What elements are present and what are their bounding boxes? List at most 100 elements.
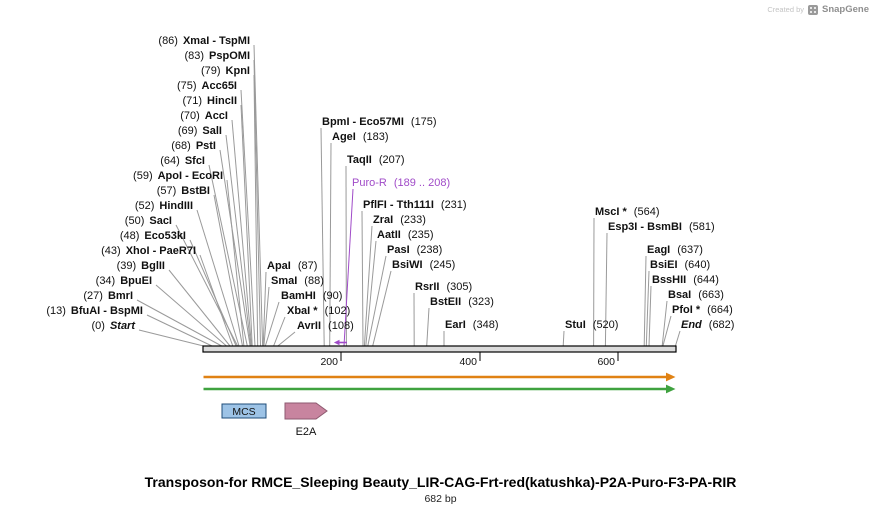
enzyme-label-taqii[interactable]: TaqII (207) xyxy=(347,154,405,166)
enzyme-label-aatii[interactable]: AatII (235) xyxy=(377,229,434,241)
mcs-feature-box[interactable] xyxy=(221,403,267,419)
enzyme-label-pfoi[interactable]: PfoI * (664) xyxy=(672,304,733,316)
enzyme-label-msci[interactable]: MscI * (564) xyxy=(595,206,659,218)
enzyme-pos: (207) xyxy=(378,154,405,166)
enzyme-pos: (64) xyxy=(160,155,180,167)
enzyme-pos: (102) xyxy=(324,305,351,317)
enzyme-label-kpni[interactable]: (79) KpnI xyxy=(201,65,250,77)
enzyme-pos: (238) xyxy=(416,244,443,256)
enzyme-pos: (581) xyxy=(688,221,715,233)
puro-r-primer-label[interactable]: Puro-R (189 .. 208) xyxy=(352,177,450,189)
enzyme-label-saci[interactable]: (50) SacI xyxy=(125,215,172,227)
enzyme-pos: (644) xyxy=(693,274,719,286)
enzyme-pos: (235) xyxy=(407,229,434,241)
enzyme-label-hindiii[interactable]: (52) HindIII xyxy=(135,200,193,212)
enzyme-label-hincii[interactable]: (71) HincII xyxy=(182,95,237,107)
enzyme-pos: (39) xyxy=(116,260,137,272)
enzyme-label-bamhi[interactable]: BamHI (90) xyxy=(281,290,342,302)
end-name: End xyxy=(681,319,702,331)
enzyme-name: XbaI * xyxy=(287,305,318,317)
scale-label-200: 200 xyxy=(320,356,338,368)
end-pos: (682) xyxy=(708,319,735,331)
enzyme-name: BpuEI xyxy=(120,275,152,287)
enzyme-label-apai[interactable]: ApaI (87) xyxy=(267,260,317,272)
enzyme-name: PflFI - Tth111I xyxy=(363,199,434,211)
enzyme-pos: (233) xyxy=(400,214,426,226)
enzyme-label-xbai[interactable]: XbaI * (102) xyxy=(287,305,350,317)
enzyme-name: TaqII xyxy=(347,154,372,166)
enzyme-name: ApaI xyxy=(267,260,291,272)
enzyme-label-pflfi-tth111i[interactable]: PflFI - Tth111I (231) xyxy=(363,199,467,211)
enzyme-label-bstbi[interactable]: (57) BstBI xyxy=(157,185,210,197)
mcs-label[interactable]: MCS xyxy=(232,406,256,418)
enzyme-label-esp3i-bsmbi[interactable]: Esp3I - BsmBI (581) xyxy=(608,221,715,233)
end-label[interactable]: End (682) xyxy=(681,319,734,331)
enzyme-name: StuI xyxy=(565,319,586,331)
enzyme-pos: (90) xyxy=(322,290,343,302)
enzyme-pos: (175) xyxy=(410,116,437,128)
enzyme-pos: (71) xyxy=(182,95,203,107)
enzyme-label-bpmi-eco57mi[interactable]: BpmI - Eco57MI (175) xyxy=(322,116,437,128)
enzyme-name: BstEII xyxy=(430,296,462,308)
scale-ticks xyxy=(340,352,619,361)
enzyme-pos: (231) xyxy=(440,199,467,211)
enzyme-label-bfuai-bspmi[interactable]: (13) BfuAI - BspMI xyxy=(46,305,143,317)
enzyme-label-zrai[interactable]: ZraI (233) xyxy=(373,214,426,226)
enzyme-label-bsiwi[interactable]: BsiWI (245) xyxy=(392,259,455,271)
enzyme-name: SmaI xyxy=(271,275,298,287)
enzyme-name: BamHI xyxy=(281,290,316,302)
watermark-brand: SnapGene xyxy=(822,4,869,15)
enzyme-pos: (68) xyxy=(171,140,191,152)
feature-arrow-orange[interactable] xyxy=(203,372,676,382)
enzyme-label-pasi[interactable]: PasI (238) xyxy=(387,244,442,256)
map-title: Transposon-for RMCE_Sleeping Beauty_LIR-… xyxy=(144,474,737,490)
enzyme-pos: (305) xyxy=(446,281,473,293)
enzyme-label-xhoi-paer7i[interactable]: (43) XhoI - PaeR7I xyxy=(101,245,196,257)
enzyme-label-smai[interactable]: SmaI (88) xyxy=(271,275,324,287)
enzyme-label-acc65i[interactable]: (75) Acc65I xyxy=(177,80,237,92)
feature-arrow-green[interactable] xyxy=(203,384,676,394)
scale-label-400: 400 xyxy=(459,356,477,368)
enzyme-label-agei[interactable]: AgeI (183) xyxy=(332,131,389,143)
enzyme-label-xmai-tspmi[interactable]: (86) XmaI - TspMI xyxy=(158,35,250,47)
enzyme-pos: (88) xyxy=(304,275,324,287)
enzyme-label-bsiei[interactable]: BsiEI (640) xyxy=(650,259,710,271)
enzyme-name: AatII xyxy=(377,229,401,241)
enzyme-label-bglii[interactable]: (39) BglII xyxy=(117,260,165,272)
enzyme-label-psti[interactable]: (68) PstI xyxy=(171,140,216,152)
enzyme-label-acci[interactable]: (70) AccI xyxy=(180,110,228,122)
enzyme-name: AvrII xyxy=(297,320,322,332)
enzyme-name: PspOMI xyxy=(209,50,250,62)
enzyme-name: BstBI xyxy=(181,185,210,197)
enzyme-name: RsrII xyxy=(415,281,440,293)
enzyme-label-rsrii[interactable]: RsrII (305) xyxy=(415,281,472,293)
enzyme-label-bsai[interactable]: BsaI (663) xyxy=(668,289,724,301)
enzyme-label-sali[interactable]: (69) SalI xyxy=(178,125,222,137)
puro-r-primer-marker[interactable] xyxy=(333,188,354,347)
start-label[interactable]: (0) Start xyxy=(91,320,135,332)
enzyme-label-eagi[interactable]: EagI (637) xyxy=(647,244,703,256)
snapgene-watermark: Created by SnapGene xyxy=(767,4,869,15)
enzyme-label-avrii[interactable]: AvrII (108) xyxy=(297,320,354,332)
enzyme-label-sfci[interactable]: (64) SfcI xyxy=(160,155,205,167)
enzyme-pos: (75) xyxy=(176,80,197,92)
enzyme-label-bmri[interactable]: (27) BmrI xyxy=(83,290,133,302)
enzyme-label-apoi-ecori[interactable]: (59) ApoI - EcoRI xyxy=(133,170,223,182)
map-length: 682 bp xyxy=(424,493,457,505)
enzyme-label-pspomi[interactable]: (83) PspOMI xyxy=(184,50,250,62)
enzyme-label-eari[interactable]: EarI (348) xyxy=(445,319,498,331)
enzyme-label-eco53ki[interactable]: (48) Eco53kI xyxy=(120,230,186,242)
enzyme-pos: (245) xyxy=(429,259,456,271)
enzyme-label-stui[interactable]: StuI (520) xyxy=(565,319,618,331)
enzyme-pos: (43) xyxy=(101,245,121,257)
sequence-bar[interactable] xyxy=(202,345,677,353)
enzyme-pos: (27) xyxy=(83,290,103,302)
enzyme-pos: (52) xyxy=(134,200,155,212)
enzyme-label-bpuei[interactable]: (34) BpuEI xyxy=(96,275,152,287)
enzyme-label-bsshii[interactable]: BssHII (644) xyxy=(652,274,719,286)
enzyme-name: BglII xyxy=(141,260,165,272)
e2a-feature-arrow[interactable] xyxy=(284,402,328,420)
enzyme-name: KpnI xyxy=(225,65,250,77)
enzyme-pos: (69) xyxy=(177,125,198,137)
enzyme-label-bsteii[interactable]: BstEII (323) xyxy=(430,296,494,308)
